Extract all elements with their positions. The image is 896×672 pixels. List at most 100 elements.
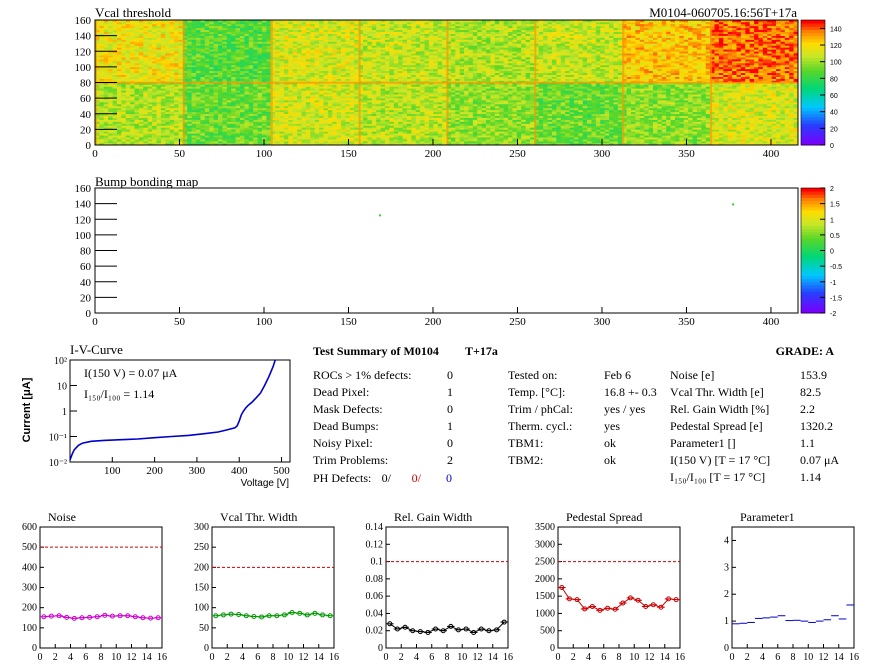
pixel-cell — [222, 39, 228, 42]
pixel-cell — [582, 74, 588, 77]
pixel-cell — [253, 29, 258, 33]
pixel-cell — [490, 45, 496, 48]
pixel-cell — [156, 76, 162, 79]
pixel-cell — [499, 45, 504, 48]
pixel-cell — [560, 41, 566, 44]
pixel-cell — [332, 20, 337, 23]
pixel-cell — [688, 62, 693, 66]
pixel-cell — [310, 61, 315, 64]
pixel-cell — [406, 66, 412, 70]
pixel-cell — [389, 47, 395, 50]
pixel-cell — [604, 29, 610, 33]
pixel-cell — [613, 66, 619, 70]
pixel-cell — [376, 23, 381, 27]
pixel-cell — [556, 47, 562, 50]
pixel-cell — [648, 66, 654, 70]
pixel-cell — [371, 43, 377, 46]
pixel-cell — [600, 41, 605, 44]
pixel-cell — [235, 66, 241, 70]
pixel-cell — [481, 41, 487, 44]
pixel-cell — [472, 80, 478, 83]
pixel-cell — [121, 27, 127, 31]
pixel-cell — [692, 66, 698, 70]
pixel-cell — [332, 74, 337, 77]
pixel-cell — [745, 53, 750, 56]
pixel-cell — [679, 25, 685, 29]
pixel-cell — [301, 64, 307, 68]
pixel-cell — [626, 74, 632, 77]
pixel-cell — [231, 78, 236, 81]
pixel-cell — [679, 62, 685, 66]
pixel-cell — [631, 78, 636, 81]
pixel-cell — [261, 80, 267, 83]
pixel-cell — [679, 43, 685, 46]
pixel-cell — [547, 72, 553, 75]
pixel-cell — [384, 35, 390, 38]
pixel-cell — [235, 74, 241, 77]
pixel-cell — [450, 59, 456, 62]
pixel-cell — [710, 59, 715, 62]
pixel-cell — [565, 20, 570, 23]
pixel-cell — [477, 70, 482, 74]
pixel-cell — [283, 51, 289, 54]
pixel-cell — [178, 27, 184, 31]
pixel-cell — [477, 33, 482, 36]
pixel-cell — [745, 45, 750, 48]
pixel-cell — [512, 39, 518, 42]
pixel-cell — [380, 35, 386, 38]
pixel-cell — [525, 33, 531, 36]
pixel-cell — [196, 51, 201, 54]
pixel-cell — [521, 47, 526, 50]
pixel-cell — [653, 27, 658, 31]
pixel-cell — [631, 49, 636, 52]
pixel-cell — [358, 45, 364, 48]
pixel-cell — [398, 76, 403, 79]
pixel-cell — [222, 31, 228, 34]
pixel-cell — [160, 76, 166, 79]
pixel-cell — [587, 23, 592, 27]
pixel-cell — [569, 39, 575, 42]
pixel-cell — [604, 64, 610, 68]
pixel-cell — [130, 25, 135, 29]
pixel-cell — [235, 53, 241, 56]
pixel-cell — [292, 43, 298, 46]
pixel-cell — [516, 43, 522, 46]
pixel-cell — [428, 43, 434, 46]
pixel-cell — [534, 35, 540, 38]
pixel-cell — [389, 49, 395, 52]
pixel-cell — [341, 61, 346, 64]
pixel-cell — [543, 21, 548, 25]
pixel-cell — [653, 57, 658, 60]
pixel-cell — [424, 64, 430, 68]
pixel-cell — [402, 47, 408, 50]
pixel-cell — [270, 51, 276, 54]
pixel-cell — [196, 70, 201, 74]
pixel-cell — [345, 25, 351, 29]
pixel-cell — [653, 39, 658, 42]
pixel-cell — [749, 53, 755, 56]
pixel-cell — [345, 74, 351, 77]
pixel-cell — [749, 80, 755, 83]
pixel-cell — [745, 23, 750, 27]
pixel-cell — [341, 43, 346, 46]
pixel-cell — [261, 49, 267, 52]
pixel-cell — [424, 29, 430, 33]
pixel-cell — [319, 31, 324, 34]
pixel-cell — [411, 64, 417, 68]
pixel-cell — [125, 33, 131, 36]
pixel-cell — [683, 33, 689, 36]
pixel-cell — [450, 27, 456, 31]
pixel-cell — [718, 70, 724, 74]
pixel-cell — [99, 41, 105, 44]
pixel-cell — [754, 37, 759, 40]
pixel-cell — [595, 45, 601, 48]
pixel-cell — [95, 20, 100, 23]
pixel-cell — [420, 35, 425, 38]
pixel-cell — [569, 25, 575, 29]
pixel-cell — [754, 53, 759, 56]
pixel-cell — [758, 45, 764, 48]
pixel-cell — [239, 55, 245, 58]
pixel-cell — [617, 27, 623, 31]
pixel-cell — [332, 59, 337, 62]
pixel-cell — [165, 59, 170, 62]
